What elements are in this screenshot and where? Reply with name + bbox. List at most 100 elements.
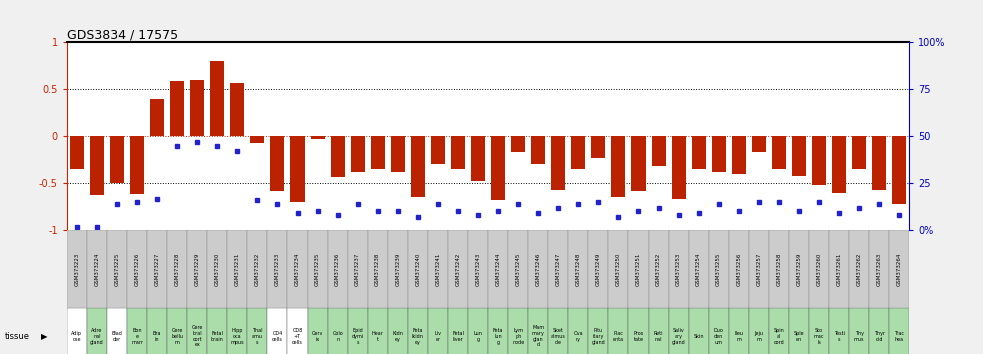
Text: GSM373237: GSM373237 [355,252,360,286]
Text: Pros
tate: Pros tate [633,331,644,342]
Text: Kidn
ey: Kidn ey [392,331,403,342]
Text: GSM373231: GSM373231 [235,252,240,286]
Bar [689,230,709,308]
Bar [147,308,167,354]
Bar [248,230,267,308]
Bar [167,308,187,354]
Bar [468,230,488,308]
Text: GSM373253: GSM373253 [676,252,681,286]
Text: GSM373224: GSM373224 [94,252,99,286]
Bar [608,308,628,354]
Text: Trac
hea: Trac hea [895,331,904,342]
Bar [327,230,348,308]
Bar [311,136,324,139]
Text: GSM373259: GSM373259 [796,252,801,286]
Bar [130,136,145,194]
Bar [89,136,104,195]
Bar [551,136,565,190]
Bar [571,136,585,169]
Text: GSM373243: GSM373243 [476,252,481,286]
Bar [287,230,308,308]
Bar [187,308,207,354]
Text: Skin: Skin [693,334,704,339]
Bar [327,308,348,354]
Text: Mam
mary
glan
d: Mam mary glan d [532,325,545,348]
Bar [568,230,589,308]
Text: GSM373225: GSM373225 [114,252,120,286]
Bar [87,230,107,308]
Bar [248,308,267,354]
Bar [230,83,245,136]
Text: GSM373261: GSM373261 [837,252,841,286]
Bar [709,230,728,308]
Bar [709,308,728,354]
Text: Thy
mus: Thy mus [854,331,864,342]
Bar [431,136,445,164]
Text: Sple
en: Sple en [793,331,804,342]
Text: Cere
bral
cort
ex: Cere bral cort ex [192,325,202,348]
Bar [789,308,809,354]
Bar [308,230,327,308]
Text: GSM373226: GSM373226 [135,252,140,286]
Bar [872,136,887,190]
Bar [368,230,387,308]
Text: Reti
nal: Reti nal [654,331,664,342]
Bar [649,230,668,308]
Text: GSM373228: GSM373228 [175,252,180,286]
Bar [769,308,789,354]
Bar [829,230,849,308]
Text: Thal
amu
s: Thal amu s [252,328,262,344]
Bar [809,308,829,354]
Text: GSM373241: GSM373241 [435,252,440,286]
Text: GSM373257: GSM373257 [756,252,762,286]
Bar [67,230,87,308]
Bar [549,230,568,308]
Bar [448,308,468,354]
Text: GSM373263: GSM373263 [877,252,882,286]
Bar [167,230,187,308]
Text: GSM373246: GSM373246 [536,252,541,286]
Bar [127,230,147,308]
Bar [227,308,248,354]
Text: CD8
+T
cells: CD8 +T cells [292,328,303,344]
Text: GSM373248: GSM373248 [576,252,581,286]
Text: Sket
almus
cle: Sket almus cle [550,328,565,344]
Bar [428,308,448,354]
Text: Cerv
ix: Cerv ix [312,331,323,342]
Text: GSM373264: GSM373264 [896,252,901,286]
Bar [107,308,127,354]
Text: GSM373254: GSM373254 [696,252,701,286]
Bar [712,136,725,172]
Text: GSM373250: GSM373250 [616,252,621,286]
Bar [531,136,546,164]
Text: Hipp
oca
mpus: Hipp oca mpus [231,328,244,344]
Text: Sto
mac
ls: Sto mac ls [814,328,825,344]
Bar [187,230,207,308]
Bar [728,308,749,354]
Bar [589,230,608,308]
Text: Testi
s: Testi s [834,331,844,342]
Bar [611,136,625,197]
Bar [772,136,786,169]
Text: GSM373235: GSM373235 [316,252,320,286]
Bar [348,230,368,308]
Text: Hear
t: Hear t [372,331,383,342]
Bar [752,136,766,152]
Bar [251,136,264,143]
Text: Jeju
m: Jeju m [754,331,764,342]
Text: tissue: tissue [5,332,29,341]
Bar [890,230,909,308]
Bar [869,308,890,354]
Bar [267,308,287,354]
Text: Bon
e
marr: Bon e marr [131,328,144,344]
Text: GSM373236: GSM373236 [335,252,340,286]
Bar [227,230,248,308]
Text: Bra
in: Bra in [152,331,161,342]
Text: GSM373251: GSM373251 [636,252,641,286]
Text: GSM373240: GSM373240 [416,252,421,286]
Bar [87,308,107,354]
Bar [508,230,528,308]
Text: Spin
al
cord: Spin al cord [774,328,784,344]
Bar [411,136,425,197]
Text: GSM373242: GSM373242 [455,252,460,286]
